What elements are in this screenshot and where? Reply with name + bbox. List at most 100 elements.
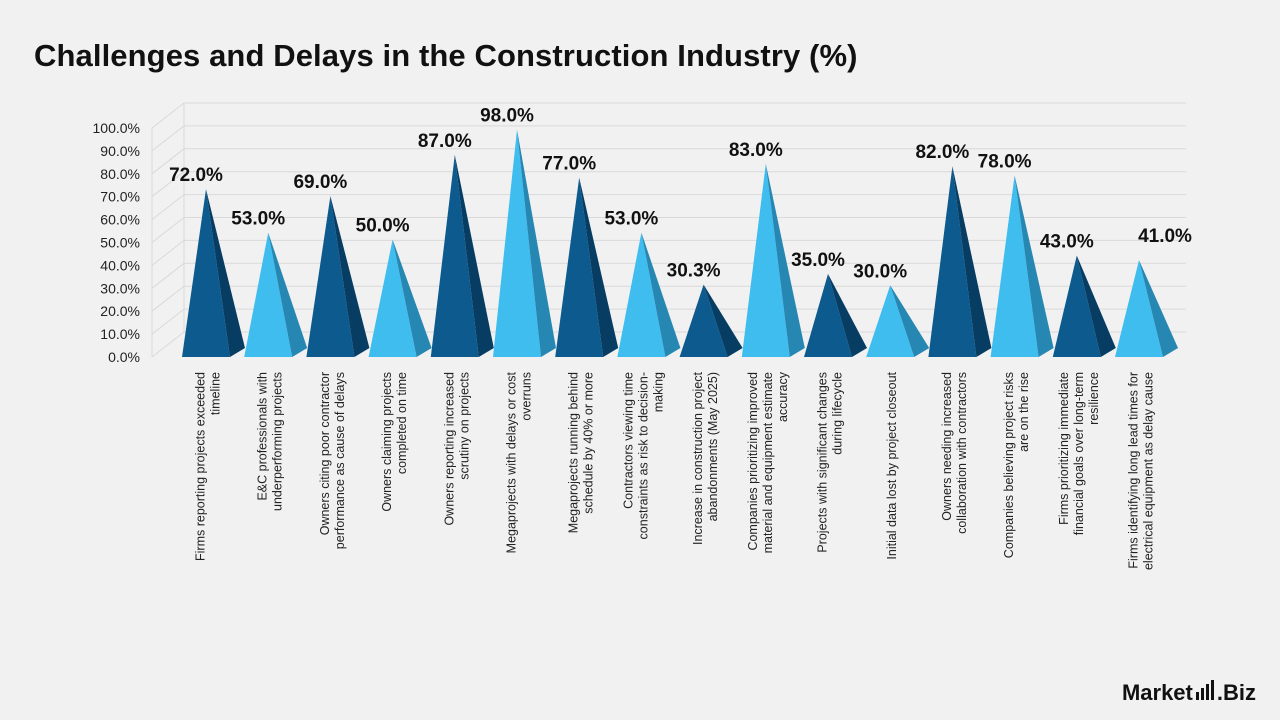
bar-front-face	[741, 163, 790, 357]
category-label-line: underperforming projects	[271, 372, 285, 511]
value-label: 30.3%	[667, 261, 721, 282]
category-label-line: material and equipment estimate	[761, 372, 775, 553]
bar-front-face	[804, 273, 852, 357]
category-label: Owners needing increasedcollaboration wi…	[940, 372, 969, 534]
value-label: 82.0%	[915, 142, 969, 163]
bar-chart-icon	[1195, 680, 1214, 700]
category-label-line: completed on time	[395, 372, 409, 474]
bar-side-face	[828, 273, 867, 357]
category-label-line: Contractors viewing time	[621, 372, 635, 509]
category-label: E&C professionals withunderperforming pr…	[256, 372, 285, 511]
y-tick-label: 90.0%	[100, 143, 140, 159]
bar-side-face	[392, 239, 432, 357]
y-tick-label: 30.0%	[100, 280, 140, 296]
bar-side-face	[268, 232, 308, 357]
gridline	[151, 217, 1186, 243]
bar	[928, 166, 992, 357]
category-label-line: Megaprojects running behind	[567, 372, 581, 533]
category-label: Firms prioritizing immediatefinancial go…	[1057, 372, 1101, 535]
category-label-line: constraints as risk to decision-	[636, 372, 650, 539]
bar-front-face	[617, 232, 666, 357]
gridline	[151, 194, 1186, 220]
bar-side-face	[454, 154, 494, 357]
value-label: 50.0%	[356, 216, 410, 237]
value-label: 72.0%	[169, 165, 223, 186]
category-label-line: timeline	[209, 372, 223, 415]
bar-front-face	[182, 189, 230, 357]
y-axis-ticks: 0.0% 10.0% 20.0% 30.0% 40.0% 50.0% 60.0% 70.0% 8…	[93, 120, 140, 365]
y-tick-label: 0.0%	[108, 349, 140, 365]
bar-side-face	[641, 232, 681, 357]
category-label-line: performance as cause of delays	[333, 372, 347, 549]
bar-side-face	[1076, 255, 1116, 357]
y-tick-label: 80.0%	[100, 166, 140, 182]
category-label: Megaprojects running behindschedule by 4…	[567, 372, 596, 533]
chart-title: Challenges and Delays in the Constructio…	[34, 38, 858, 73]
category-label-line: Megaprojects with delays or cost	[505, 371, 519, 553]
value-label: 77.0%	[542, 154, 596, 175]
value-label: 53.0%	[231, 209, 285, 230]
bar	[306, 195, 370, 357]
bars	[182, 129, 1178, 357]
category-label-line: Increase in construction project	[691, 371, 705, 545]
y-tick-label: 20.0%	[100, 303, 140, 319]
y-tick-label: 70.0%	[100, 189, 140, 205]
value-label: 41.0%	[1138, 226, 1192, 247]
category-label-line: overruns	[520, 372, 534, 421]
bar	[1115, 260, 1178, 357]
value-label: 78.0%	[978, 151, 1032, 172]
gridline	[151, 125, 1186, 152]
value-label: 69.0%	[293, 172, 347, 193]
category-label-line: abandonments (May 2025)	[706, 372, 720, 521]
category-label: Firms reporting projects exceededtimelin…	[194, 372, 223, 561]
bar	[866, 285, 930, 357]
bar	[430, 154, 494, 357]
bar-front-face	[555, 177, 604, 357]
value-labels: 72.0% 53.0% 69.0% 50.0% 87.0% 98.0% 77.0% 53.0%…	[169, 106, 1192, 283]
bar-front-face	[679, 284, 728, 357]
category-label-line: resilience	[1087, 372, 1101, 425]
bar-side-face	[1014, 175, 1054, 357]
bar	[617, 232, 681, 357]
category-label-line: E&C professionals with	[256, 372, 270, 501]
bar	[804, 273, 867, 357]
category-label-line: Firms reporting projects exceeded	[194, 372, 208, 561]
category-label-line: Owners claiming projects	[380, 372, 394, 512]
category-label-line: Companies prioritizing improved	[746, 372, 760, 551]
y-tick-label: 60.0%	[100, 212, 140, 228]
category-label-line: schedule by 40% or more	[582, 372, 596, 514]
bar	[368, 239, 432, 357]
category-label-line: Owners reporting increased	[442, 372, 456, 526]
category-label: Companies prioritizing improvedmaterial …	[746, 371, 790, 553]
bar-front-face	[990, 175, 1039, 357]
category-label: Owners claiming projectscompleted on tim…	[380, 372, 409, 512]
bar-side-face	[579, 177, 619, 357]
category-label-line: scrutiny on projects	[457, 372, 471, 480]
bar	[1052, 255, 1116, 357]
category-label-line: Projects with significant changes	[816, 372, 830, 553]
bar-side-face	[1139, 260, 1178, 357]
category-label-line: during lifecycle	[831, 372, 845, 455]
category-label-line: accuracy	[776, 371, 790, 422]
bar-front-face	[368, 239, 417, 357]
category-label-line: Owners needing increased	[940, 372, 954, 521]
bar-front-face	[244, 232, 293, 357]
value-label: 83.0%	[729, 140, 783, 161]
value-label: 87.0%	[418, 131, 472, 152]
bar-front-face	[306, 195, 355, 357]
gridlines	[151, 102, 1186, 358]
bar	[493, 129, 556, 357]
bar	[990, 175, 1054, 357]
bar-front-face	[866, 285, 915, 357]
category-label: Contractors viewing timeconstraints as r…	[621, 372, 665, 539]
brand-name-part1: Market	[1121, 680, 1193, 705]
bar-front-face	[430, 154, 479, 357]
brand-logo: Market .Biz	[1122, 680, 1256, 706]
bar-side-face	[890, 285, 930, 357]
value-label: 43.0%	[1040, 232, 1094, 253]
category-label: Increase in construction projectabandonm…	[691, 371, 720, 545]
category-label-line: Firms identifying long lead times for	[1127, 372, 1141, 569]
bar	[741, 163, 805, 357]
bar	[555, 177, 619, 357]
